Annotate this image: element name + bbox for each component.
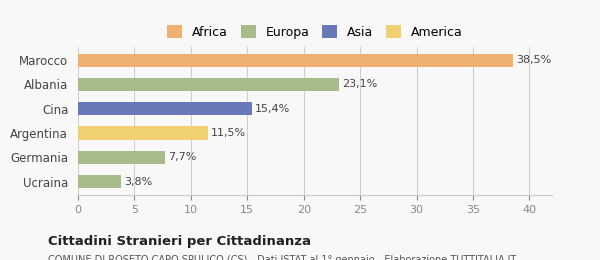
Text: 38,5%: 38,5% bbox=[516, 55, 551, 65]
Bar bbox=[78, 175, 121, 188]
Text: 7,7%: 7,7% bbox=[168, 152, 197, 162]
Bar bbox=[78, 102, 252, 115]
Text: Cittadini Stranieri per Cittadinanza: Cittadini Stranieri per Cittadinanza bbox=[48, 235, 311, 248]
Bar bbox=[78, 78, 338, 91]
Text: 11,5%: 11,5% bbox=[211, 128, 246, 138]
Bar bbox=[78, 126, 208, 140]
Legend: Africa, Europa, Asia, America: Africa, Europa, Asia, America bbox=[163, 21, 467, 44]
Text: 3,8%: 3,8% bbox=[124, 177, 152, 187]
Text: 23,1%: 23,1% bbox=[342, 80, 377, 89]
Bar bbox=[78, 54, 512, 67]
Text: 15,4%: 15,4% bbox=[255, 104, 290, 114]
Bar bbox=[78, 151, 165, 164]
Text: COMUNE DI ROSETO CAPO SPULICO (CS) - Dati ISTAT al 1° gennaio - Elaborazione TUT: COMUNE DI ROSETO CAPO SPULICO (CS) - Dat… bbox=[48, 255, 516, 260]
